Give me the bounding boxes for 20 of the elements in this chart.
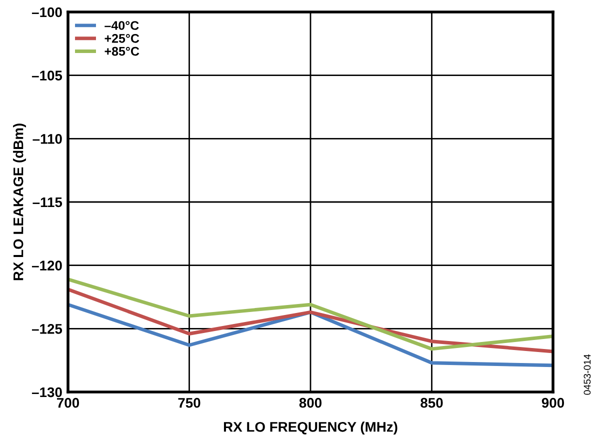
- x-tick-label: 900: [542, 398, 564, 408]
- y-tick-label: –110: [32, 134, 62, 144]
- legend-label: –40°C: [104, 21, 139, 30]
- y-tick-label: –130: [32, 387, 62, 398]
- text: 0453-014: [584, 354, 591, 395]
- line-series: [68, 302, 553, 368]
- legend-label: +85°C: [104, 46, 140, 56]
- y-tick-label: –115: [32, 197, 62, 208]
- line-series: [68, 278, 553, 351]
- y-tick-label: –105: [32, 70, 62, 81]
- y-tick-label: –100: [32, 7, 62, 18]
- y-axis-title: RX LO LEAKAGE (dBm): [13, 124, 26, 280]
- x-tick-label: 850: [420, 398, 443, 408]
- legend-label: +25°C: [104, 34, 140, 43]
- x-tick-label: 750: [178, 398, 200, 408]
- y-tick-label: –125: [32, 324, 62, 334]
- y-tick-label: –120: [32, 260, 62, 271]
- x-axis-title: RX LO FREQUENCY (MHz): [224, 422, 398, 435]
- x-tick-label: 700: [57, 398, 80, 408]
- x-tick-label: 800: [299, 398, 322, 408]
